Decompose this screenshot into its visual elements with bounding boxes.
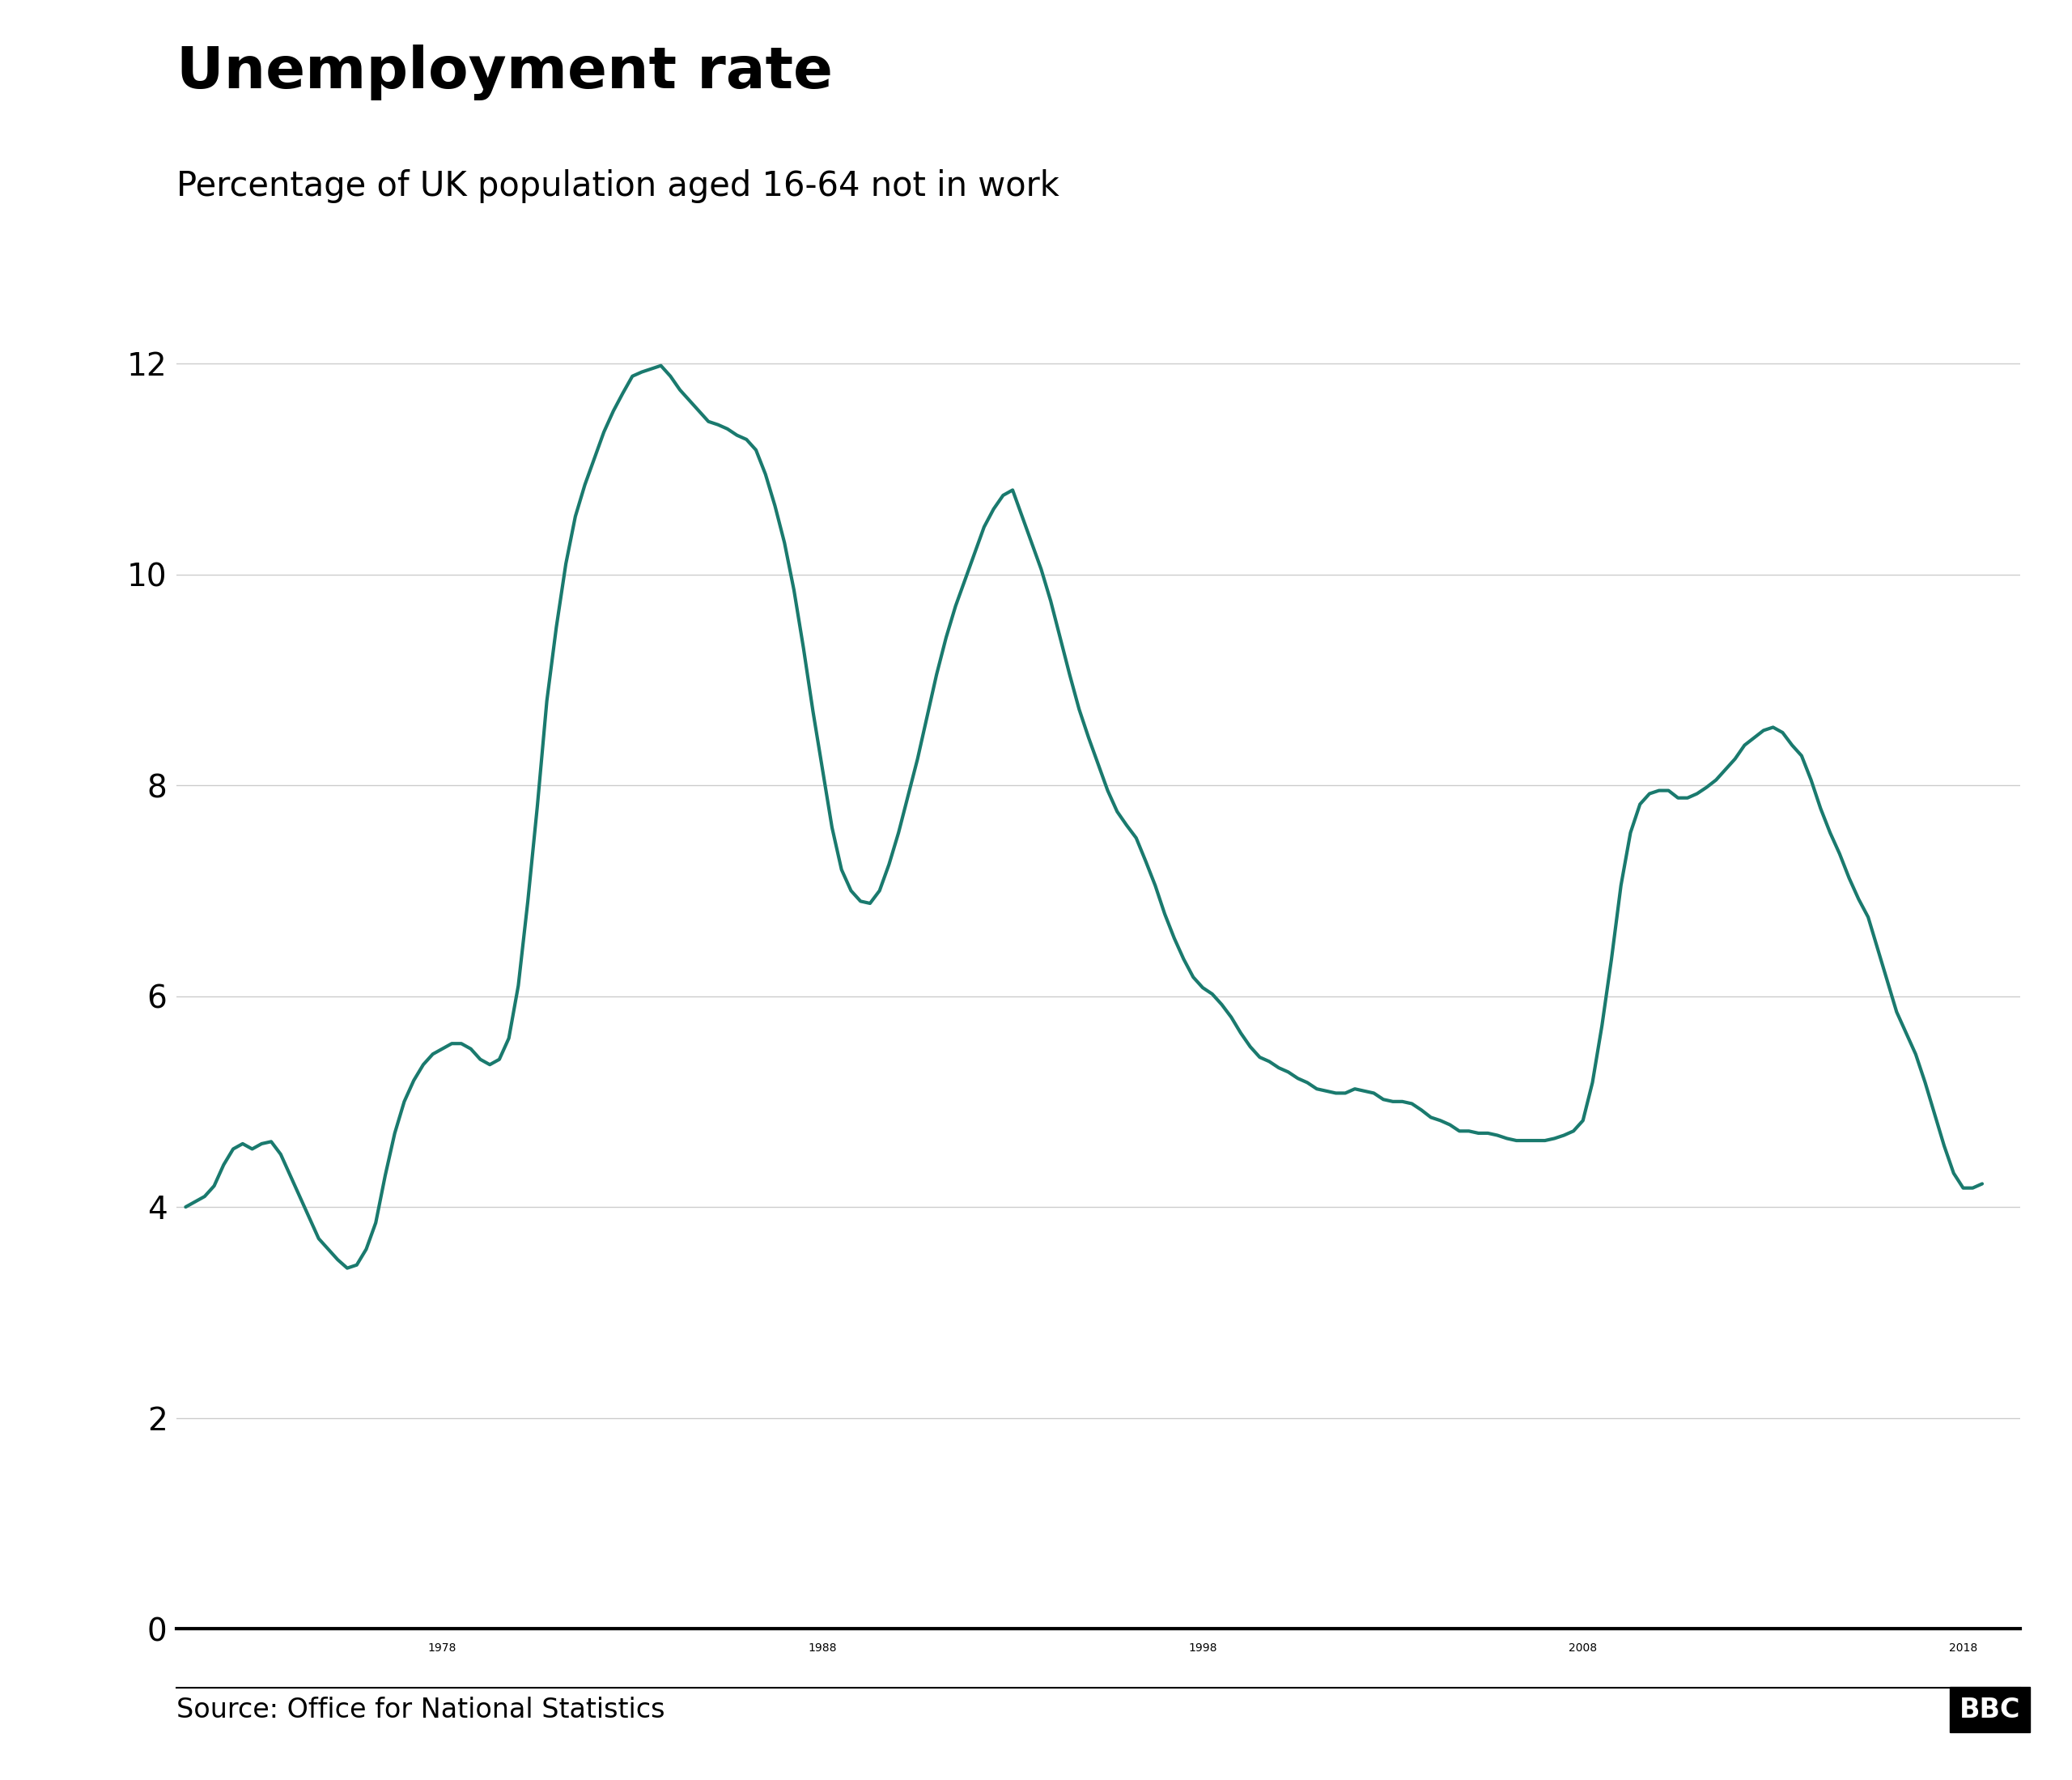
Text: Source: Office for National Statistics: Source: Office for National Statistics — [176, 1696, 665, 1723]
Text: BBC: BBC — [1960, 1696, 2020, 1723]
Text: Percentage of UK population aged 16-64 not in work: Percentage of UK population aged 16-64 n… — [176, 169, 1059, 203]
Text: Unemployment rate: Unemployment rate — [176, 44, 833, 100]
